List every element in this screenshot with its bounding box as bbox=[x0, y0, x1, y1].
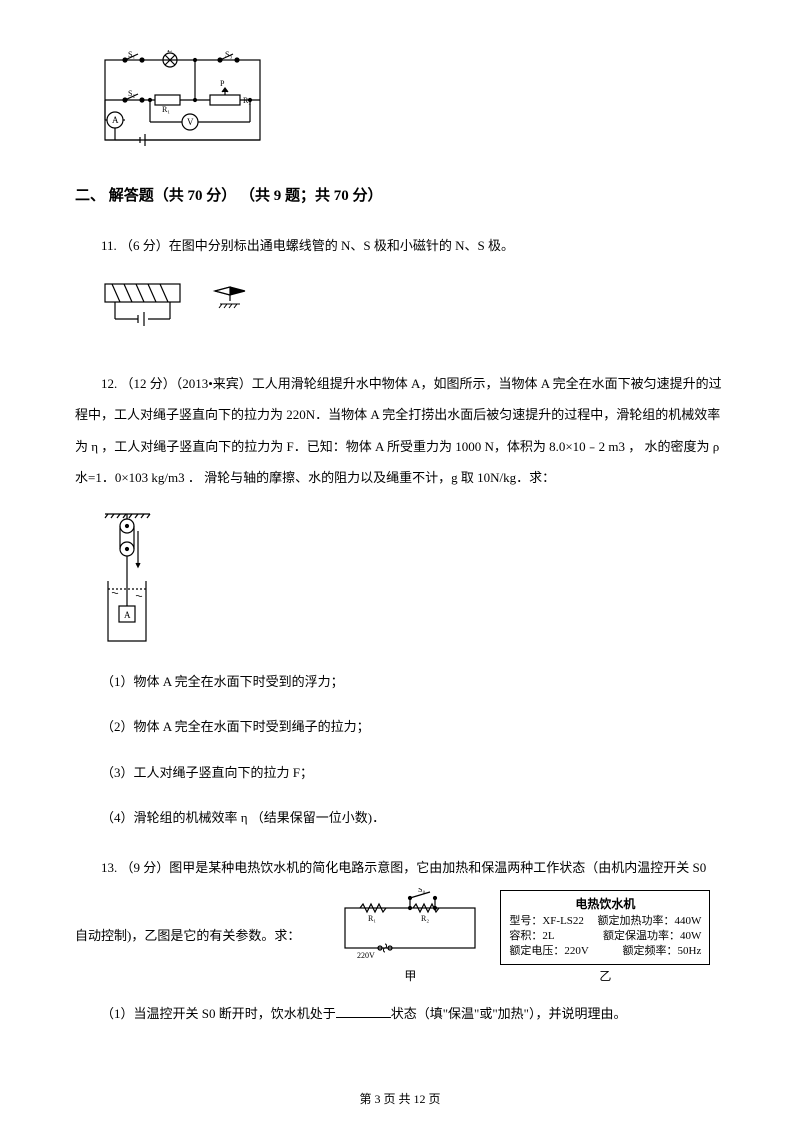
label-r1-jia: R₁ bbox=[368, 914, 376, 923]
q12-sub3: （3）工人对绳子竖直向下的拉力 F； bbox=[101, 761, 725, 784]
label-p: P bbox=[220, 79, 225, 88]
q13-sub1: （1）当温控开关 S0 断开时，饮水机处于 状态（填"保温"或"加热"），并说明理… bbox=[101, 1002, 725, 1025]
spec-heat: 额定加热功率：440W bbox=[597, 914, 701, 929]
question-13-inline-row: 自动控制)，乙图是它的有关参数。求： S₀ R₁ R₂ bbox=[75, 888, 725, 984]
q13-sub1-pre: （1）当温控开关 S0 断开时，饮水机处于 bbox=[101, 1006, 336, 1021]
label-s1: S₁ bbox=[128, 50, 135, 59]
label-s2: S₂ bbox=[128, 89, 135, 98]
spec-table: 电热饮水机 型号：XF-LS22 额定加热功率：440W 容积：2L 额定保温功… bbox=[500, 890, 710, 965]
label-s3: S₃ bbox=[225, 50, 232, 59]
spec-volume: 容积：2L bbox=[509, 929, 554, 944]
label-220v: 220V bbox=[357, 951, 375, 960]
label-r2-jia: R₂ bbox=[421, 914, 429, 923]
spec-voltage: 额定电压：220V bbox=[509, 944, 588, 959]
blank-fill bbox=[336, 1004, 391, 1018]
spec-model: 型号：XF-LS22 bbox=[509, 914, 584, 929]
section-title: 二、 解答题（共 70 分） （共 9 题；共 70 分） bbox=[75, 184, 725, 205]
circuit-jia-wrapper: S₀ R₁ R₂ 220V 甲 bbox=[335, 888, 485, 984]
question-12: 12. （12 分）（2013•来宾）工人用滑轮组提升水中物体 A，如图所示，当… bbox=[75, 368, 725, 493]
circuit-diagram-top: S₁ L S₃ S₂ R₁ P R₂ A bbox=[75, 50, 725, 184]
spec-keep: 额定保温功率：40W bbox=[603, 929, 701, 944]
spec-title: 电热饮水机 bbox=[509, 895, 701, 912]
caption-jia: 甲 bbox=[335, 967, 485, 984]
label-s0: S₀ bbox=[418, 888, 425, 894]
svg-text:A: A bbox=[124, 610, 131, 620]
spec-table-wrapper: 电热饮水机 型号：XF-LS22 额定加热功率：440W 容积：2L 额定保温功… bbox=[500, 890, 710, 984]
label-v: V bbox=[187, 117, 194, 127]
question-13-line1: 13. （9 分）图甲是某种电热饮水机的简化电路示意图，它由加热和保温两种工作状… bbox=[75, 852, 725, 883]
label-a: A bbox=[112, 115, 119, 125]
q13-sub1-post: 状态（填"保温"或"加热"），并说明理由。 bbox=[391, 1006, 627, 1021]
spec-freq: 额定频率：50Hz bbox=[623, 944, 702, 959]
caption-yi: 乙 bbox=[500, 967, 710, 984]
q12-sub2: （2）物体 A 完全在水面下时受到绳子的拉力； bbox=[101, 715, 725, 738]
page-footer: 第 3 页 共 12 页 bbox=[0, 1090, 800, 1107]
label-r1: R₁ bbox=[162, 105, 170, 114]
q12-sub1: （1）物体 A 完全在水面下时受到的浮力； bbox=[101, 670, 725, 693]
pulley-diagram: A bbox=[75, 511, 725, 670]
q12-sub4: （4）滑轮组的机械效率 η （结果保留一位小数)． bbox=[101, 806, 725, 829]
q13-line2-left: 自动控制)，乙图是它的有关参数。求： bbox=[75, 920, 300, 951]
question-11: 11. （6 分）在图中分别标出通电螺线管的 N、S 极和小磁针的 N、S 极。 bbox=[75, 230, 725, 261]
label-l: L bbox=[167, 50, 172, 54]
solenoid-diagram bbox=[75, 279, 725, 368]
